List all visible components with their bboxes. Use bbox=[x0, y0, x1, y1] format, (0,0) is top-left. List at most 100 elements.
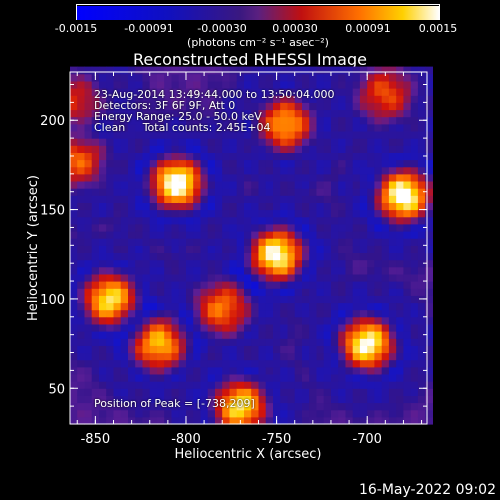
heatmap-cell bbox=[294, 80, 303, 89]
heatmap-cell bbox=[410, 173, 419, 182]
heatmap-cell bbox=[359, 88, 368, 96]
heatmap-cell bbox=[70, 238, 78, 246]
heatmap-cell bbox=[302, 352, 310, 361]
heatmap-cell bbox=[331, 416, 339, 425]
heatmap-cell bbox=[265, 109, 274, 118]
heatmap-cell bbox=[193, 345, 201, 354]
heatmap-cell bbox=[345, 238, 354, 246]
heatmap-cell bbox=[193, 88, 201, 96]
heatmap-cell bbox=[287, 366, 296, 375]
heatmap-cell bbox=[425, 245, 433, 253]
heatmap-cell bbox=[323, 66, 332, 75]
heatmap-cell bbox=[99, 302, 107, 311]
heatmap-cell bbox=[171, 95, 180, 103]
heatmap-cell bbox=[323, 288, 332, 296]
heatmap-cell bbox=[128, 374, 136, 382]
heatmap-cell bbox=[200, 259, 209, 268]
heatmap-cell bbox=[207, 166, 216, 175]
heatmap-cell bbox=[338, 95, 346, 103]
heatmap-cell bbox=[345, 80, 354, 89]
heatmap-cell bbox=[215, 131, 223, 139]
heatmap-cell bbox=[207, 109, 216, 118]
heatmap-cell bbox=[171, 66, 180, 75]
heatmap-cell bbox=[215, 388, 223, 396]
heatmap-cell bbox=[417, 238, 426, 246]
heatmap-cell bbox=[251, 273, 259, 282]
heatmap-cell bbox=[77, 173, 85, 182]
heatmap-cell bbox=[142, 102, 151, 111]
heatmap-cell bbox=[113, 366, 122, 375]
heatmap-cell bbox=[374, 409, 383, 418]
heatmap-cell bbox=[309, 173, 317, 182]
heatmap-cell bbox=[193, 281, 201, 289]
heatmap-cell bbox=[273, 409, 281, 418]
heatmap-cell bbox=[215, 145, 223, 153]
heatmap-cell bbox=[258, 288, 267, 296]
heatmap-cell bbox=[135, 409, 143, 418]
heatmap-cell bbox=[236, 402, 245, 411]
heatmap-cell bbox=[381, 359, 390, 368]
heatmap-cell bbox=[294, 395, 303, 404]
heatmap-cell bbox=[396, 281, 404, 289]
heatmap-cell bbox=[149, 338, 158, 346]
heatmap-cell bbox=[149, 238, 158, 246]
heatmap-cell bbox=[359, 395, 368, 404]
heatmap-cell bbox=[77, 352, 85, 361]
heatmap-cell bbox=[178, 195, 187, 203]
heatmap-cell bbox=[410, 166, 419, 175]
heatmap-cell bbox=[178, 166, 187, 175]
heatmap-cell bbox=[381, 145, 390, 153]
heatmap-cell bbox=[120, 259, 129, 268]
heatmap-cell bbox=[222, 252, 230, 261]
heatmap-cell bbox=[171, 395, 180, 404]
heatmap-cell bbox=[403, 209, 412, 218]
heatmap-cell bbox=[207, 181, 216, 189]
heatmap-cell bbox=[178, 216, 187, 225]
heatmap-cell bbox=[157, 131, 165, 139]
heatmap-cell bbox=[236, 202, 245, 211]
heatmap-cell bbox=[193, 273, 201, 282]
heatmap-cell bbox=[120, 352, 129, 361]
heatmap-cell bbox=[352, 166, 361, 175]
heatmap-cell bbox=[215, 416, 223, 425]
heatmap-cell bbox=[113, 102, 122, 111]
heatmap-cell bbox=[251, 216, 259, 225]
heatmap-cell bbox=[352, 123, 361, 132]
heatmap-cell bbox=[164, 88, 172, 96]
heatmap-cell bbox=[374, 123, 383, 132]
heatmap-cell bbox=[135, 95, 143, 103]
heatmap-cell bbox=[91, 109, 100, 118]
heatmap-cell bbox=[265, 374, 274, 382]
heatmap-cell bbox=[128, 338, 136, 346]
heatmap-cell bbox=[186, 295, 194, 304]
heatmap-cell bbox=[171, 352, 180, 361]
heatmap-cell bbox=[396, 288, 404, 296]
heatmap-cell bbox=[70, 309, 78, 318]
heatmap-cell bbox=[99, 173, 107, 182]
heatmap-cell bbox=[84, 159, 93, 168]
heatmap-cell bbox=[331, 123, 339, 132]
heatmap-cell bbox=[222, 352, 230, 361]
heatmap-cell bbox=[258, 145, 267, 153]
heatmap-cell bbox=[84, 295, 93, 304]
heatmap-cell bbox=[287, 95, 296, 103]
colorbar-tick: -0.0015 bbox=[54, 22, 98, 35]
heatmap-cell bbox=[352, 266, 361, 275]
heatmap-cell bbox=[280, 338, 288, 346]
heatmap-cell bbox=[229, 195, 238, 203]
heatmap-cell bbox=[135, 281, 143, 289]
heatmap-cell bbox=[331, 359, 339, 368]
heatmap-cell bbox=[309, 138, 317, 146]
heatmap-cell bbox=[113, 352, 122, 361]
heatmap-cell bbox=[215, 381, 223, 389]
heatmap-cell bbox=[120, 238, 129, 246]
heatmap-cell bbox=[388, 288, 397, 296]
heatmap-cell bbox=[113, 223, 122, 232]
heatmap-cell bbox=[273, 331, 281, 339]
heatmap-cell bbox=[352, 159, 361, 168]
heatmap-cell bbox=[244, 381, 252, 389]
heatmap-cell bbox=[425, 223, 433, 232]
heatmap-cell bbox=[280, 209, 288, 218]
heatmap-cell bbox=[388, 109, 397, 118]
heatmap-cell bbox=[171, 238, 180, 246]
